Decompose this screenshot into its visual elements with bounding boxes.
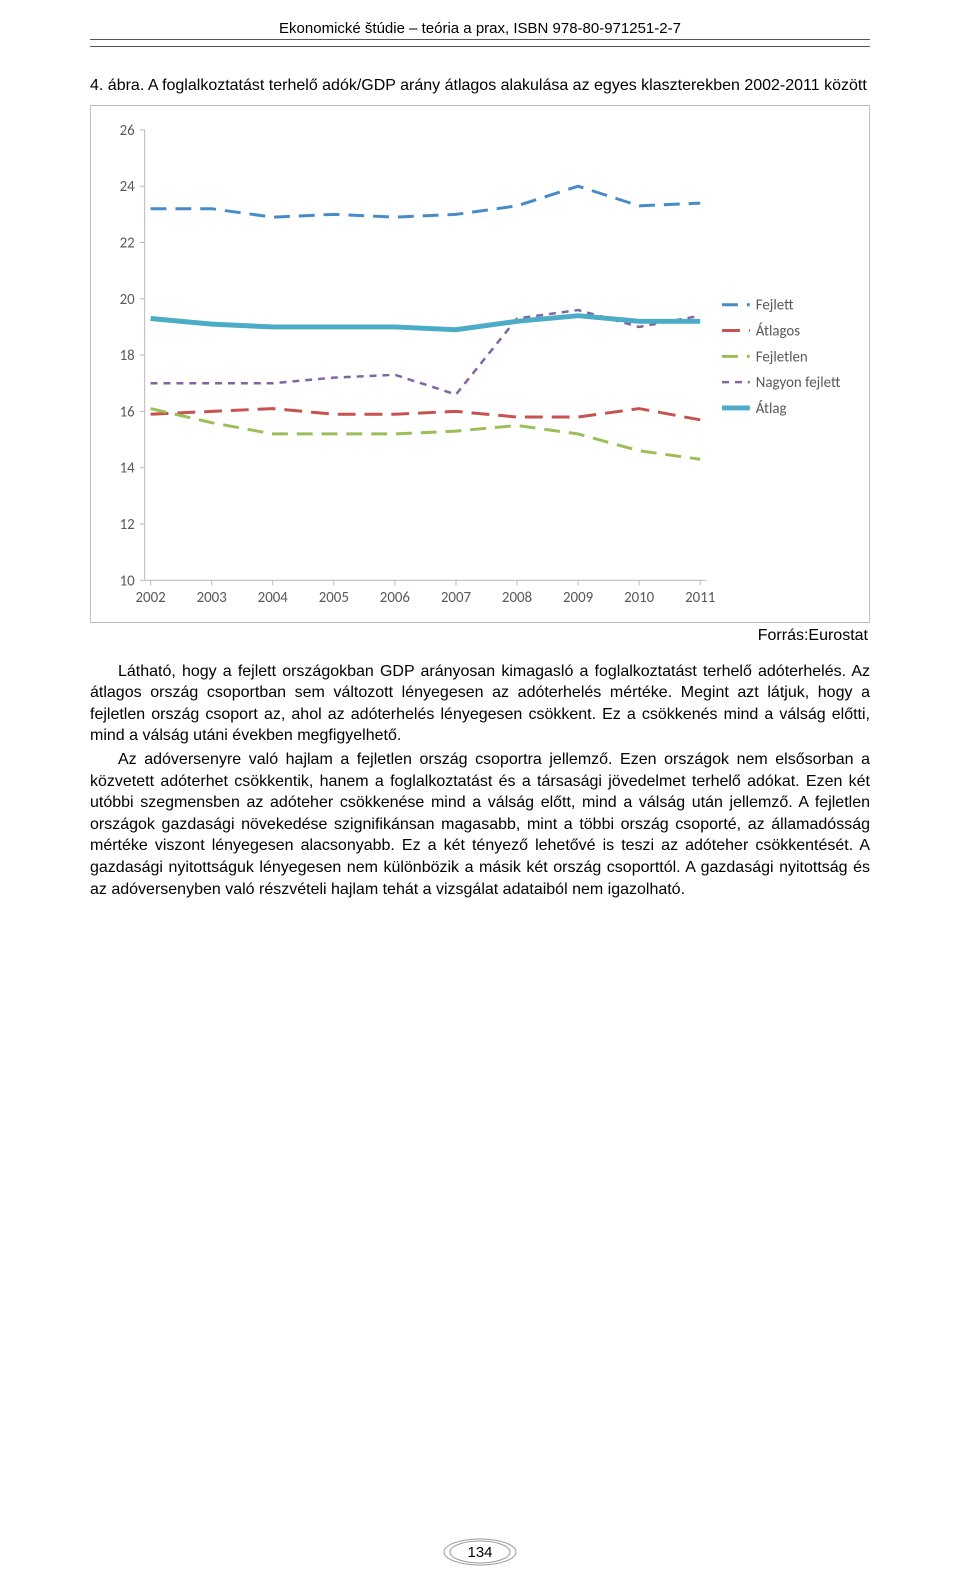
svg-text:2003: 2003 (197, 588, 227, 606)
svg-text:Átlagos: Átlagos (756, 321, 800, 339)
svg-text:2007: 2007 (441, 588, 472, 606)
page-number-svg: 134 (435, 1534, 525, 1570)
svg-text:26: 26 (120, 120, 136, 138)
figure-caption: 4. ábra. A foglalkoztatást terhelő adók/… (90, 75, 870, 97)
figure-caption-text: A foglalkoztatást terhelő adók/GDP arány… (148, 77, 867, 94)
figure-caption-prefix: 4. ábra. (90, 77, 148, 94)
svg-text:Nagyon fejlett: Nagyon fejlett (756, 373, 841, 391)
header-text: Ekonomické štúdie – teória a prax, ISBN … (279, 20, 681, 37)
svg-text:2002: 2002 (136, 588, 166, 606)
svg-text:2008: 2008 (502, 588, 532, 606)
svg-text:14: 14 (120, 458, 136, 476)
svg-text:2005: 2005 (319, 588, 349, 606)
svg-text:Fejlett: Fejlett (756, 295, 794, 313)
svg-text:2010: 2010 (624, 588, 655, 606)
body-text-block: Látható, hogy a fejlett országokban GDP … (90, 661, 870, 901)
chart-panel: 10 12 14 16 18 20 22 24 26 2002 2003 2004 2005 2006 20… (90, 105, 870, 623)
page-container: Ekonomické štúdie – teória a prax, ISBN … (0, 0, 960, 1590)
svg-text:2006: 2006 (380, 588, 411, 606)
page-number-text: 134 (467, 1544, 492, 1561)
svg-text:2004: 2004 (258, 588, 289, 606)
chart-source: Forrás:Eurostat (90, 627, 868, 645)
paragraph-1: Látható, hogy a fejlett országokban GDP … (90, 661, 870, 747)
svg-text:12: 12 (120, 515, 135, 533)
svg-text:24: 24 (120, 177, 136, 195)
svg-text:16: 16 (120, 402, 136, 420)
svg-text:10: 10 (120, 571, 136, 589)
svg-text:18: 18 (120, 346, 135, 364)
header-rule (90, 39, 870, 40)
line-chart: 10 12 14 16 18 20 22 24 26 2002 2003 2004 2005 2006 20… (101, 116, 855, 612)
svg-text:22: 22 (120, 233, 135, 251)
svg-text:Átlag: Átlag (756, 398, 787, 416)
page-header: Ekonomické štúdie – teória a prax, ISBN … (90, 20, 870, 47)
svg-text:2011: 2011 (685, 588, 715, 606)
paragraph-2: Az adóversenyre való hajlam a fejletlen … (90, 749, 870, 900)
svg-text:Fejletlen: Fejletlen (756, 347, 808, 365)
svg-text:2009: 2009 (563, 588, 594, 606)
svg-text:20: 20 (120, 289, 136, 307)
page-number-ornament: 134 (435, 1534, 525, 1570)
source-text: Forrás:Eurostat (758, 627, 868, 644)
